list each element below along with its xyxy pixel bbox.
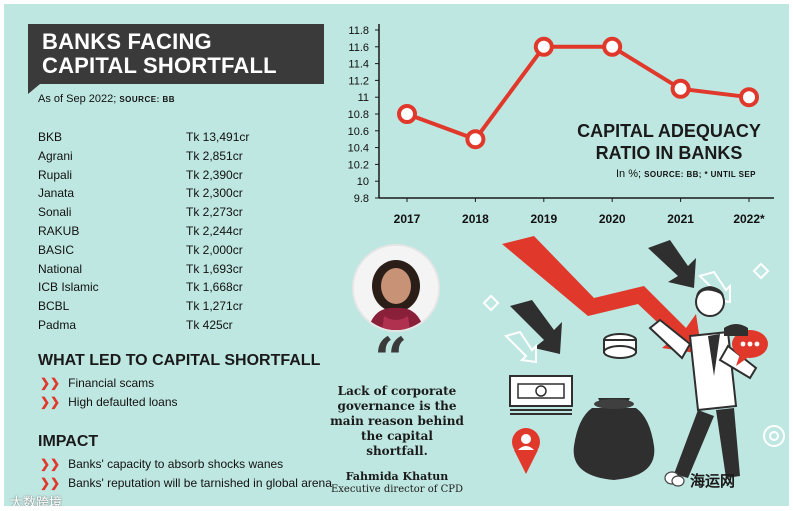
shortfall-amount: Tk 2,244cr: [186, 224, 243, 238]
table-row: Padma Tk 425cr: [38, 318, 298, 336]
chart-title: CAPITAL ADEQUACY RATIO IN BANKS: [577, 121, 761, 163]
table-row: National Tk 1,693cr: [38, 262, 298, 280]
data-point: [739, 87, 759, 108]
y-tick-label: 10: [357, 176, 369, 188]
y-tick-label: 10.2: [348, 159, 369, 171]
y-tick-label: 11.8: [348, 25, 369, 37]
table-row: Agrani Tk 2,851cr: [38, 149, 298, 167]
table-row: Rupali Tk 2,390cr: [38, 168, 298, 186]
y-tick-label: 11.4: [348, 59, 369, 71]
chevron-right-icon: ❯❯: [40, 457, 61, 471]
y-tick-label: 11.2: [348, 75, 369, 87]
series-line: [406, 44, 750, 142]
table-row: BASIC Tk 2,000cr: [38, 243, 298, 261]
bank-name: Rupali: [38, 167, 73, 182]
wechat-icon: [664, 471, 685, 487]
table-row: BCBL Tk 1,271cr: [38, 299, 298, 317]
shortfall-amount: Tk 2,000cr: [186, 242, 243, 257]
as-of-text: As of Sep 2022;: [38, 93, 117, 105]
bank-name: Janata: [38, 186, 75, 201]
as-of-line: As of Sep 2022; SOURCE: BB: [38, 93, 175, 105]
data-point: [465, 129, 486, 150]
y-tick-label: 11: [358, 92, 369, 104]
shortfall-amount: Tk 1,271cr: [186, 299, 243, 314]
watermark-left: 大数跨境: [10, 495, 63, 506]
title-box: BANKS FACING CAPITAL SHORTFALL: [28, 24, 324, 84]
shortfall-amount: Tk 2,300cr: [186, 186, 243, 201]
impact-item: ❯❯ Banks' capacity to absorb shocks wanes: [40, 457, 284, 471]
bank-name: BASIC: [38, 242, 75, 257]
quote-author: Fahmida Khatun: [345, 470, 449, 483]
cause-item: ❯❯ High defaulted loans: [40, 395, 178, 409]
table-row: BKB Tk 13,491cr: [38, 130, 298, 148]
bank-name: Sonali: [38, 205, 72, 220]
shortfall-amount: Tk 1,668cr: [186, 280, 243, 295]
cause-item: ❯❯ Financial scams: [40, 376, 155, 390]
as-of-source: SOURCE: BB: [119, 95, 176, 104]
quote-icon: “: [374, 325, 408, 393]
x-tick-label: 2021: [667, 212, 694, 226]
bank-name: RAKUB: [38, 224, 80, 238]
chevron-right-icon: ❯❯: [40, 376, 61, 390]
bank-name: ICB Islamic: [38, 280, 99, 295]
x-tick-label: 2017: [394, 212, 421, 226]
shortfall-amount: Tk 2,851cr: [186, 148, 243, 163]
quote-author-role: Executive director of CPD: [330, 484, 464, 495]
avatar: [352, 244, 440, 332]
x-tick-label: 2018: [462, 212, 489, 226]
y-tick-label: 10.4: [348, 143, 369, 155]
table-row: ICB Islamic Tk 1,668cr: [38, 280, 298, 298]
impact-item: ❯❯ Banks' reputation will be tarnished in…: [40, 476, 332, 490]
shortfall-amount: Tk 2,390cr: [186, 167, 243, 182]
data-point: [533, 36, 554, 57]
impact-heading: IMPACT: [38, 433, 99, 450]
falling-capital-illustration: [482, 236, 785, 480]
y-tick-label: 11.6: [348, 42, 369, 54]
shortfall-amount: Tk 425cr: [186, 318, 233, 332]
table-row: RAKUB Tk 2,244cr: [38, 224, 298, 242]
title-notch: [28, 84, 40, 94]
chevron-right-icon: ❯❯: [40, 476, 61, 490]
shortfall-amount: Tk 13,491cr: [186, 130, 250, 144]
bank-name: BKB: [38, 130, 63, 144]
chart-unit: In %;: [616, 168, 642, 180]
data-point: [602, 36, 623, 57]
chart-source: SOURCE: BB; * UNTIL SEP: [644, 170, 756, 179]
page-title: BANKS FACING CAPITAL SHORTFALL: [42, 29, 277, 78]
portrait-image: [354, 246, 438, 330]
shortfall-amount: Tk 2,273cr: [186, 205, 243, 220]
shortfall-amount: Tk 1,693cr: [186, 261, 243, 276]
y-tick-label: 9.8: [354, 193, 369, 205]
bank-name: Padma: [38, 318, 77, 332]
y-tick-label: 10.8: [348, 109, 369, 121]
data-point: [670, 78, 691, 99]
data-point: [397, 104, 417, 124]
watermark-right: 海运网: [690, 473, 736, 490]
y-tick-label: 10.6: [348, 126, 369, 138]
capital-adequacy-chart: 9.8 10 10.2 10.4 10.6 10.8 11 11.2 11.4 11.6 11.8 2…: [348, 24, 774, 226]
bank-name: Agrani: [38, 148, 73, 163]
table-row: Janata Tk 2,300cr: [38, 186, 298, 204]
x-tick-label: 2022*: [733, 212, 765, 226]
chart-subtitle: In %; SOURCE: BB; * UNTIL SEP: [616, 168, 756, 180]
x-tick-label: 2019: [530, 212, 557, 226]
table-row: Sonali Tk 2,273cr: [38, 205, 298, 223]
chevron-right-icon: ❯❯: [40, 395, 61, 409]
infographic-panel: BANKS FACING CAPITAL SHORTFALL As of Sep…: [4, 4, 789, 506]
bank-name: BCBL: [38, 299, 70, 314]
quote-text: Lack of corporate governance is the main…: [330, 384, 464, 458]
bank-name: National: [38, 261, 83, 276]
x-tick-label: 2020: [599, 212, 626, 226]
causes-heading: WHAT LED TO CAPITAL SHORTFALL: [38, 352, 321, 369]
